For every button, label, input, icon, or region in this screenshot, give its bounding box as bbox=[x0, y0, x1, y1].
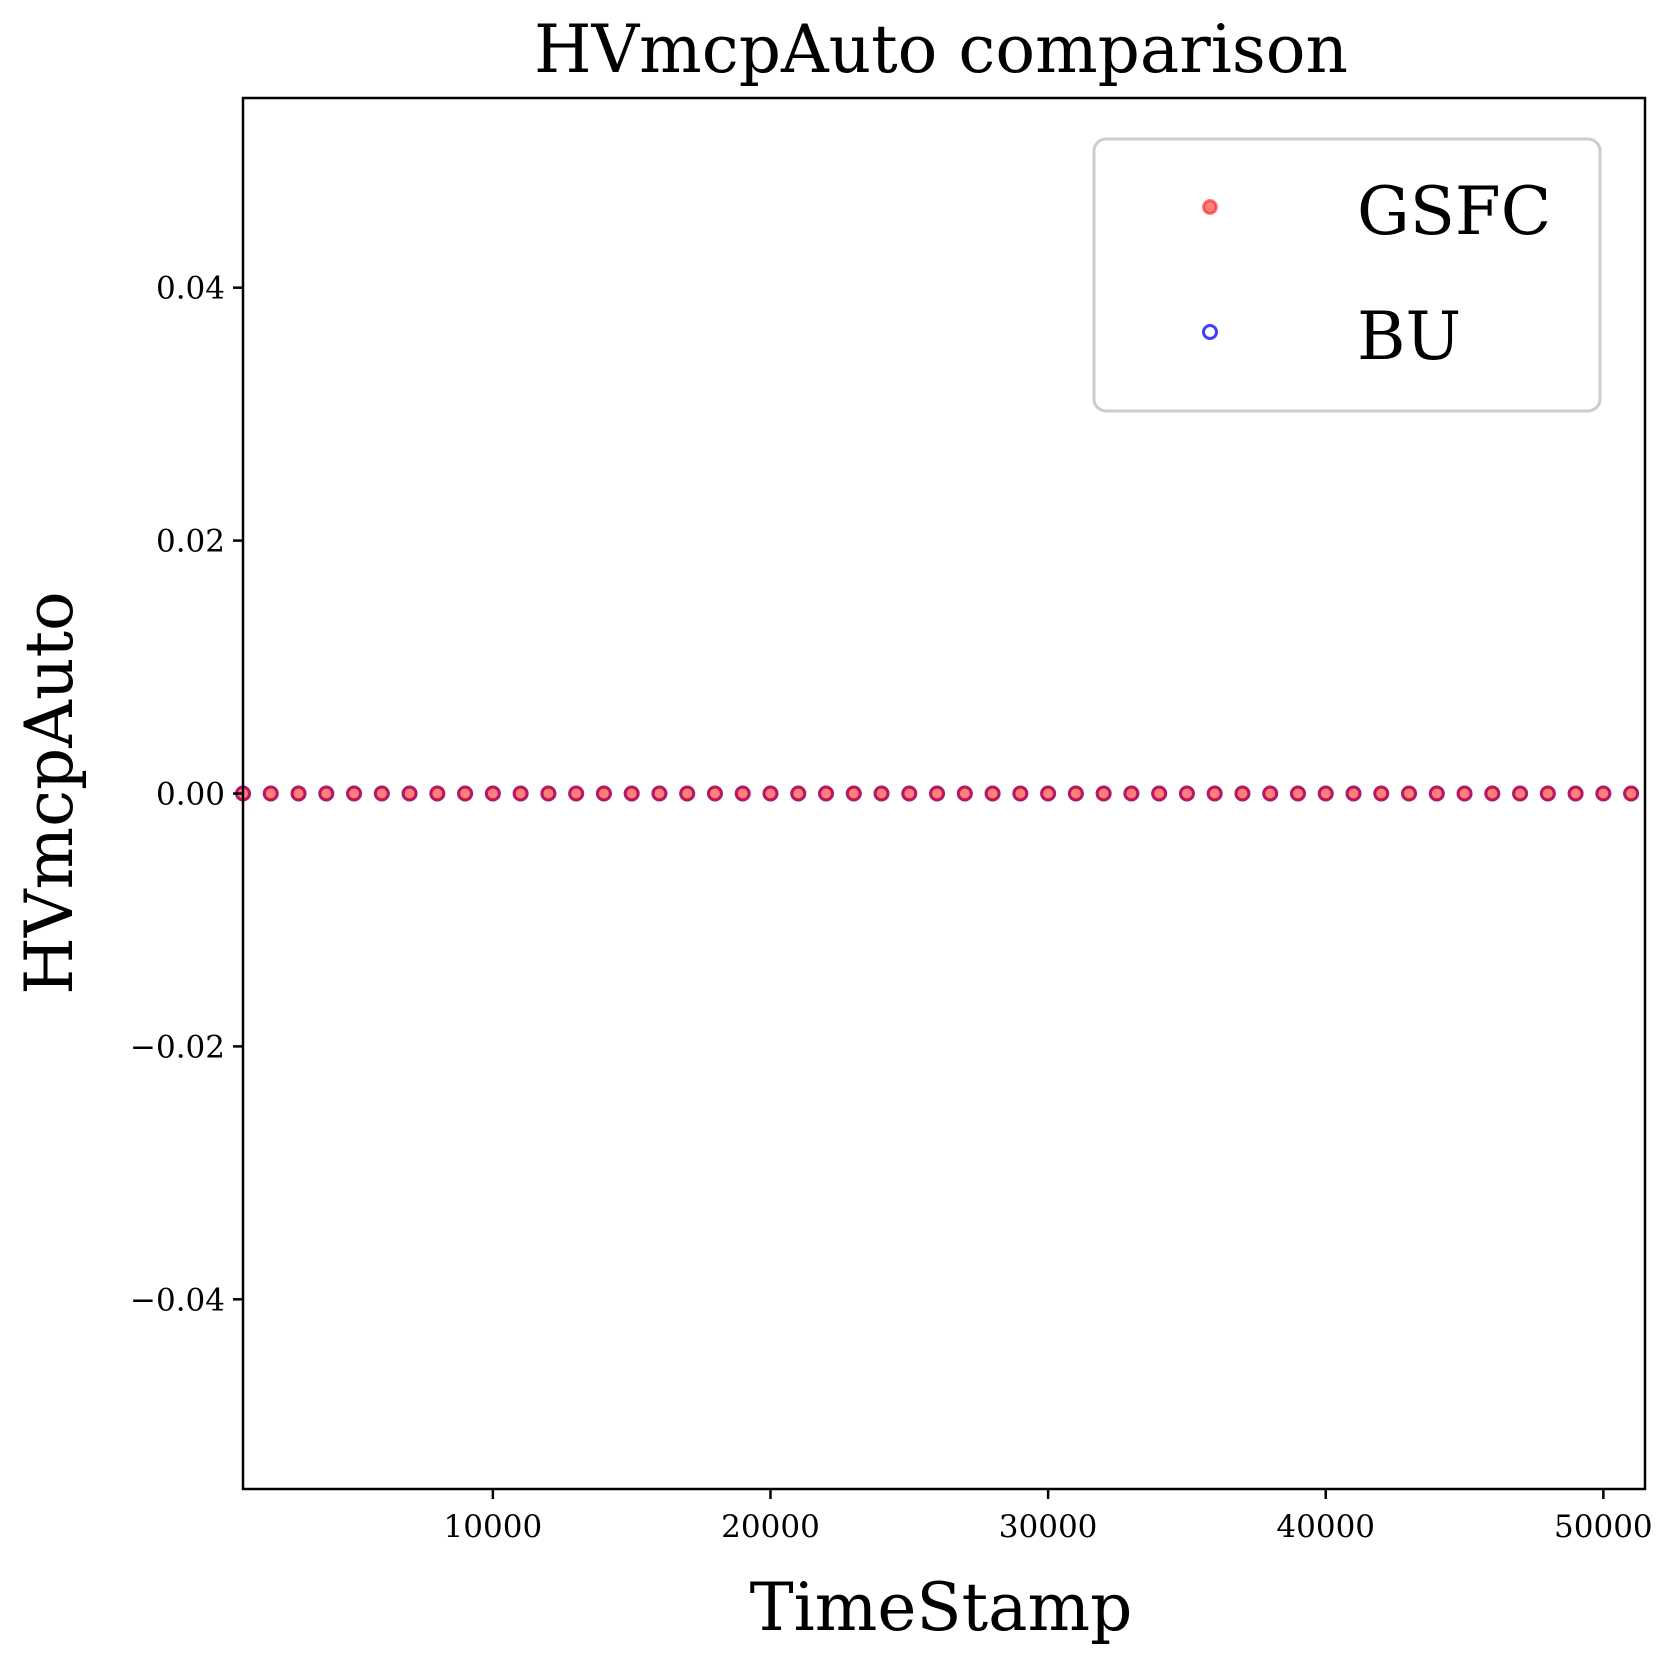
x-tick-label: 40000 bbox=[1276, 1509, 1375, 1545]
point-gsfc bbox=[512, 785, 529, 802]
y-tick-label: 0.00 bbox=[156, 777, 225, 813]
point-gsfc bbox=[318, 785, 335, 802]
point-gsfc bbox=[1623, 785, 1640, 802]
x-axis-ticks: 10000 20000 30000 40000 50000 bbox=[444, 1489, 1653, 1545]
point-gsfc bbox=[1484, 785, 1501, 802]
y-tick-label: −0.02 bbox=[130, 1029, 225, 1065]
point-gsfc bbox=[984, 785, 1001, 802]
point-gsfc bbox=[762, 785, 779, 802]
point-gsfc bbox=[401, 785, 418, 802]
point-gsfc bbox=[373, 785, 390, 802]
point-gsfc bbox=[845, 785, 862, 802]
point-gsfc bbox=[651, 785, 668, 802]
point-gsfc bbox=[1595, 785, 1612, 802]
point-gsfc bbox=[1095, 785, 1112, 802]
series-gsfc bbox=[235, 785, 1640, 802]
point-gsfc bbox=[1067, 785, 1084, 802]
point-gsfc bbox=[1345, 785, 1362, 802]
point-gsfc bbox=[1012, 785, 1029, 802]
legend-marker-bu bbox=[1202, 324, 1218, 340]
point-gsfc bbox=[1512, 785, 1529, 802]
point-gsfc bbox=[679, 785, 696, 802]
point-gsfc bbox=[346, 785, 363, 802]
point-gsfc bbox=[818, 785, 835, 802]
point-gsfc bbox=[1428, 785, 1445, 802]
y-tick-label: 0.02 bbox=[156, 524, 225, 560]
point-gsfc bbox=[1262, 785, 1279, 802]
point-gsfc bbox=[1040, 785, 1057, 802]
point-gsfc bbox=[1289, 785, 1306, 802]
x-axis-label: TimeStamp bbox=[750, 1569, 1133, 1646]
y-axis-label: HVmcpAuto bbox=[11, 591, 88, 994]
point-gsfc bbox=[873, 785, 890, 802]
point-gsfc bbox=[956, 785, 973, 802]
point-gsfc bbox=[595, 785, 612, 802]
point-gsfc bbox=[290, 785, 307, 802]
plot-marks bbox=[235, 785, 1640, 802]
y-axis-ticks: 0.04 0.02 0.00 −0.02 −0.04 bbox=[130, 271, 243, 1318]
point-gsfc bbox=[929, 785, 946, 802]
point-gsfc bbox=[901, 785, 918, 802]
point-gsfc bbox=[484, 785, 501, 802]
point-gsfc bbox=[1317, 785, 1334, 802]
point-gsfc bbox=[790, 785, 807, 802]
point-gsfc bbox=[1373, 785, 1390, 802]
point-gsfc bbox=[1206, 785, 1223, 802]
point-gsfc bbox=[457, 785, 474, 802]
point-gsfc bbox=[1401, 785, 1418, 802]
y-tick-label: 0.04 bbox=[156, 271, 225, 307]
point-gsfc bbox=[1178, 785, 1195, 802]
x-tick-label: 50000 bbox=[1554, 1509, 1653, 1545]
point-gsfc bbox=[1567, 785, 1584, 802]
legend-label-bu: BU bbox=[1357, 298, 1461, 375]
legend: GSFC BU bbox=[1092, 137, 1602, 413]
point-gsfc bbox=[734, 785, 751, 802]
point-gsfc bbox=[1123, 785, 1140, 802]
point-gsfc bbox=[262, 785, 279, 802]
y-tick-label: −0.04 bbox=[130, 1282, 225, 1318]
point-gsfc bbox=[568, 785, 585, 802]
x-tick-label: 30000 bbox=[999, 1509, 1098, 1545]
x-tick-label: 10000 bbox=[444, 1509, 543, 1545]
legend-box bbox=[1092, 137, 1602, 413]
point-gsfc bbox=[1456, 785, 1473, 802]
plot-area-frame bbox=[241, 96, 1647, 1491]
point-gsfc bbox=[429, 785, 446, 802]
point-gsfc bbox=[1151, 785, 1168, 802]
chart-title: HVmcpAuto comparison bbox=[534, 11, 1348, 88]
point-gsfc bbox=[706, 785, 723, 802]
legend-label-gsfc: GSFC bbox=[1357, 173, 1551, 250]
x-tick-label: 20000 bbox=[721, 1509, 820, 1545]
point-gsfc bbox=[540, 785, 557, 802]
point-gsfc bbox=[1234, 785, 1251, 802]
legend-marker-gsfc bbox=[1202, 199, 1218, 215]
point-gsfc bbox=[623, 785, 640, 802]
point-gsfc bbox=[1539, 785, 1556, 802]
